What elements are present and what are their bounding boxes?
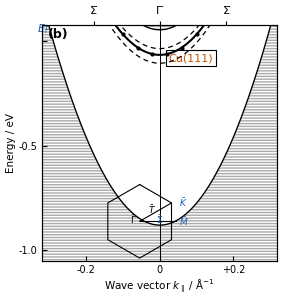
Text: $\bar{M}$: $\bar{M}$ — [179, 215, 189, 228]
Text: $\bar{T}$: $\bar{T}$ — [149, 203, 156, 216]
Text: $\bar{\Gamma}$: $\bar{\Gamma}$ — [130, 213, 137, 226]
Point — [150, 52, 155, 56]
Point — [209, 12, 213, 17]
X-axis label: Wave vector $k_{\parallel}$ / Å$^{-1}$: Wave vector $k_{\parallel}$ / Å$^{-1}$ — [104, 278, 215, 297]
Text: (b): (b) — [48, 28, 68, 41]
Text: $\bar{K}$: $\bar{K}$ — [179, 196, 188, 209]
Point — [136, 45, 140, 50]
Point — [121, 32, 125, 37]
Point — [194, 32, 199, 37]
Point — [165, 52, 170, 56]
Text: Cu(111): Cu(111) — [169, 53, 213, 63]
Text: $\bar{\Sigma}$: $\bar{\Sigma}$ — [156, 213, 164, 226]
Point — [106, 12, 111, 17]
Y-axis label: Energy / eV: Energy / eV — [6, 113, 16, 173]
Text: $E_F$: $E_F$ — [37, 22, 50, 36]
Point — [179, 45, 184, 50]
